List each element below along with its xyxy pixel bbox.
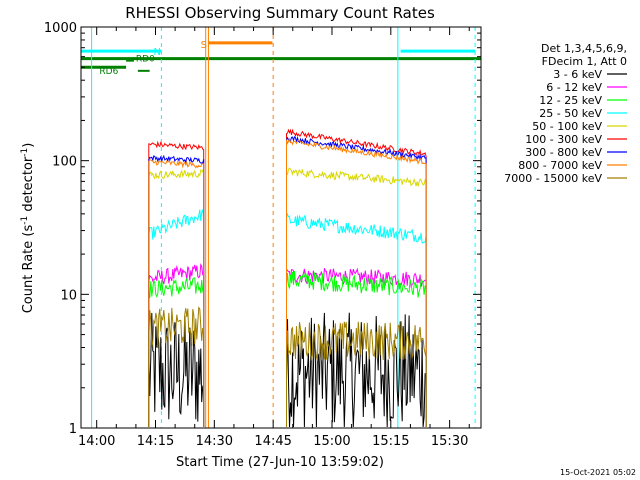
series-line-6 bbox=[148, 128, 427, 427]
series-layer bbox=[148, 128, 427, 428]
rd0-label: RD0 bbox=[136, 55, 155, 65]
legend-header-2: FDecim 1, Att 0 bbox=[542, 55, 627, 68]
series-5 bbox=[148, 167, 427, 427]
series-line-7 bbox=[148, 135, 427, 427]
x-tick-label-2: 14:30 bbox=[196, 434, 233, 449]
legend-label-2: 6 - 12 keV bbox=[546, 81, 602, 94]
night-label: N bbox=[154, 47, 161, 58]
series-line-4 bbox=[148, 209, 427, 427]
legend-label-5: 50 - 100 keV bbox=[532, 120, 602, 133]
series-8 bbox=[148, 137, 427, 427]
legend-label-7: 300 - 800 keV bbox=[525, 146, 602, 159]
legend-label-1: 3 - 6 keV bbox=[553, 68, 602, 81]
legend-label-3: 12 - 25 keV bbox=[539, 94, 602, 107]
y-tick-label-1: 10 bbox=[60, 288, 77, 303]
plot-frame bbox=[80, 26, 482, 429]
series-2 bbox=[148, 263, 427, 427]
saa-label: S bbox=[201, 40, 207, 51]
series-9 bbox=[148, 306, 427, 427]
footer-date: 15-Oct-2021 05:02 bbox=[560, 468, 636, 477]
y-axis-label-part-4: -1 bbox=[20, 148, 30, 157]
legend: Det 1,3,4,5,6,9, FDecim 1, Att 0 3 - 6 k… bbox=[504, 42, 627, 185]
series-line-3 bbox=[148, 270, 427, 427]
x-tick-label-4: 15:00 bbox=[313, 434, 350, 449]
series-line-9 bbox=[148, 306, 427, 427]
series-3 bbox=[148, 270, 427, 427]
y-axis-label-part-2: -1 bbox=[20, 216, 30, 225]
legend-label-4: 25 - 50 keV bbox=[539, 107, 602, 120]
x-tick-label-3: 14:45 bbox=[254, 434, 291, 449]
chart-title: RHESSI Observing Summary Count Rates bbox=[125, 4, 435, 22]
legend-label-6: 100 - 300 keV bbox=[525, 133, 602, 146]
ticks-layer: 14:00 14:15 14:30 14:45 15:00 15:15 15:30 1 10 10… bbox=[44, 21, 481, 449]
series-7 bbox=[148, 135, 427, 427]
y-axis-label-part-5: ) bbox=[21, 143, 36, 148]
series-6 bbox=[148, 128, 427, 427]
series-line-8 bbox=[148, 137, 427, 427]
x-tick-label-0: 14:00 bbox=[78, 434, 115, 449]
y-tick-label-3: 1000 bbox=[44, 21, 77, 36]
x-tick-label-6: 15:30 bbox=[431, 434, 468, 449]
y-axis-label: Count Rate (s-1 detector-1) bbox=[20, 143, 36, 314]
rd6-label: RD6 bbox=[99, 67, 118, 77]
series-line-2 bbox=[148, 263, 427, 427]
y-tick-label-2: 100 bbox=[52, 155, 77, 170]
legend-header-1: Det 1,3,4,5,6,9, bbox=[541, 42, 627, 55]
x-tick-label-5: 15:15 bbox=[372, 434, 409, 449]
legend-label-8: 800 - 7000 keV bbox=[518, 159, 602, 172]
x-axis-label: Start Time (27-Jun-10 13:59:02) bbox=[176, 455, 384, 470]
series-4 bbox=[148, 209, 427, 427]
x-tick-label-1: 14:15 bbox=[137, 434, 174, 449]
y-axis-label-part-1: Count Rate (s bbox=[21, 225, 36, 314]
y-tick-label-0: 1 bbox=[69, 422, 77, 437]
y-axis-label-part-3: detector bbox=[21, 156, 36, 216]
series-line-5 bbox=[148, 167, 427, 427]
legend-label-9: 7000 - 15000 keV bbox=[504, 172, 602, 185]
